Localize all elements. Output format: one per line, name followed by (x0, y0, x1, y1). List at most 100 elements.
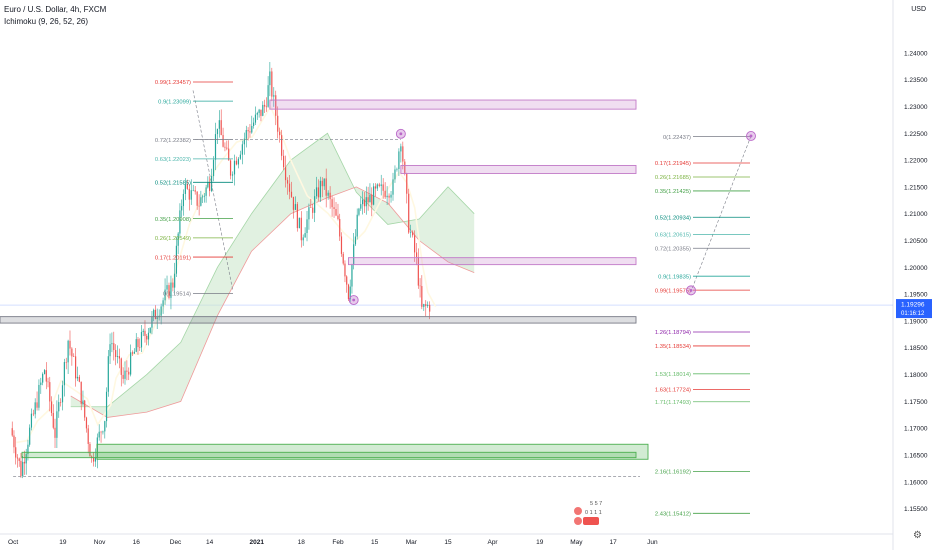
candle-body (367, 197, 369, 203)
symbol-title[interactable]: Euro / U.S. Dollar, 4h, FXCM (4, 5, 107, 14)
candle-body (209, 182, 211, 191)
candle-body (104, 421, 106, 432)
candle-body (388, 195, 390, 198)
candle-body (202, 196, 204, 198)
candle-body (245, 130, 247, 139)
candle-body (344, 263, 346, 277)
candle-body (256, 112, 258, 115)
candle-body (260, 109, 262, 116)
candle-body (288, 183, 291, 192)
candle-body (319, 180, 321, 198)
candle-body (118, 356, 120, 359)
candle-body (174, 273, 176, 288)
candle-body (251, 125, 253, 133)
zone-support (21, 451, 637, 459)
fib-right: 0(1.22437) 0.17(1.21945) 0.26(1.21685) 0.35… (655, 135, 750, 518)
gear-icon[interactable]: ⚙ (913, 530, 922, 541)
markers (348, 128, 756, 305)
candle-body (200, 197, 202, 206)
candle-body (284, 167, 287, 181)
candle-body (30, 413, 33, 428)
candle-body (160, 306, 162, 316)
candle-body (229, 160, 232, 176)
candle-body (247, 130, 249, 132)
candle-body (130, 352, 132, 375)
candle-body (258, 109, 260, 113)
candle-body (40, 382, 42, 385)
fib-level-label: 0.63(1.22023) (155, 157, 191, 163)
candle-body (54, 427, 56, 438)
y-tick-label: 1.20500 (904, 238, 928, 245)
candle-body (265, 106, 267, 108)
fib-right-diagonal (690, 135, 752, 292)
price-tag-countdown: 01:16:12 (901, 311, 925, 317)
candle-body (253, 122, 255, 126)
fib-level-label: 0.26(1.21685) (655, 175, 691, 181)
candle-body (147, 332, 150, 340)
fib-level-label: 0.52(1.20934) (655, 215, 691, 221)
y-tick-label: 1.15500 (904, 506, 928, 513)
candle-body (100, 431, 102, 433)
candle-body (203, 195, 205, 197)
candle-body (360, 204, 362, 209)
candles (11, 62, 431, 479)
candle-body (144, 330, 146, 336)
y-tick-label: 1.17000 (904, 426, 928, 433)
event-label: 0 1 1 1 (585, 510, 602, 516)
x-tick-label: Oct (8, 539, 18, 546)
candle-body (224, 146, 226, 148)
candle-body (400, 146, 402, 152)
y-tick-label: 1.24000 (904, 50, 928, 57)
candle-body (85, 417, 88, 429)
candle-body (347, 284, 350, 300)
fib-level-label: 0.9(1.23099) (158, 99, 191, 105)
event-icon (574, 517, 582, 525)
candle-body (164, 289, 166, 301)
candle-body (333, 207, 335, 210)
candle-body (279, 131, 281, 136)
candle-body (414, 235, 416, 253)
x-tick-label: 18 (298, 539, 306, 546)
candle-body (312, 207, 314, 213)
candle-body (339, 219, 341, 237)
event-icon (574, 507, 582, 515)
currency-label[interactable]: USD (911, 6, 926, 13)
marker-dot (689, 288, 693, 292)
price-tag-box (896, 299, 932, 319)
y-tick-label: 1.22000 (904, 158, 928, 165)
candle-body (275, 95, 277, 116)
candle-body (358, 208, 360, 215)
candle-body (216, 128, 219, 135)
candle-body (228, 148, 230, 161)
candle-body (417, 257, 419, 286)
candle-body (264, 104, 266, 107)
y-tick-label: 1.18500 (904, 345, 928, 352)
candle-body (149, 327, 151, 333)
candle-body (392, 179, 394, 195)
candle-body (329, 192, 331, 200)
y-tick-label: 1.17500 (904, 399, 928, 406)
candle-body (373, 186, 375, 205)
indicator-label[interactable]: Ichimoku (9, 26, 52, 26) (4, 17, 89, 26)
fib-level-label: 1.26(1.18794) (655, 330, 691, 336)
candle-body (298, 217, 300, 229)
candle-body (394, 169, 396, 180)
candle-body (63, 362, 65, 386)
candle-body (124, 370, 126, 379)
candle-body (131, 352, 134, 354)
candle-body (192, 190, 194, 191)
candle-body (386, 195, 388, 198)
fib-level-label: 0(1.19514) (163, 292, 191, 298)
candle-body (314, 196, 316, 213)
candle-body (292, 196, 295, 210)
candle-body (92, 458, 95, 462)
zone-resistance (400, 164, 637, 174)
candle-body (371, 194, 373, 205)
fib-level-label: 0.17(1.20191) (155, 255, 191, 261)
candle-body (84, 400, 86, 418)
fib-level-label: 0.26(1.20549) (155, 236, 191, 242)
candle-body (369, 194, 371, 203)
candle-body (226, 147, 228, 149)
